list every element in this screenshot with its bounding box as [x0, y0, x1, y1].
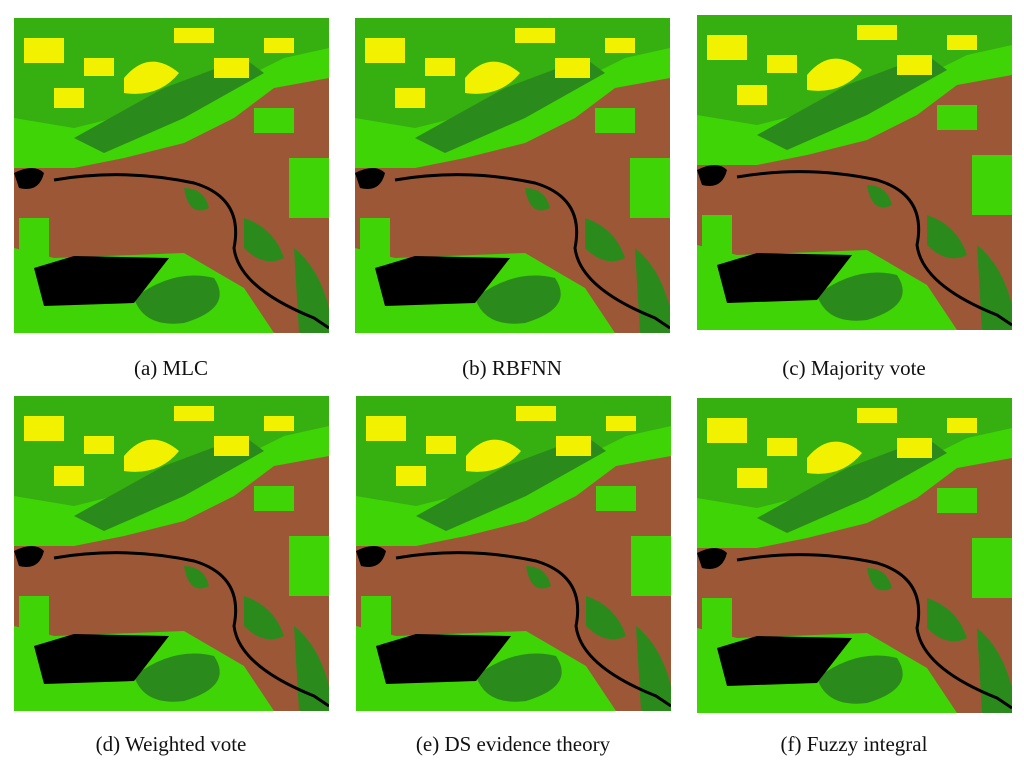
caption: (d) Weighted vote — [95, 732, 247, 756]
caption: (f) Fuzzy integral — [780, 732, 928, 756]
caption: (c) Majority vote — [782, 356, 926, 380]
caption: (a) MLC — [133, 356, 209, 380]
map-image — [697, 15, 1012, 330]
caption: (e) DS evidence theory — [415, 732, 611, 756]
map-image — [14, 18, 329, 333]
caption: (b) RBFNN — [462, 356, 562, 380]
map-image — [355, 18, 670, 333]
map-image — [14, 396, 329, 711]
map-image — [356, 396, 671, 711]
map-image — [697, 398, 1012, 713]
